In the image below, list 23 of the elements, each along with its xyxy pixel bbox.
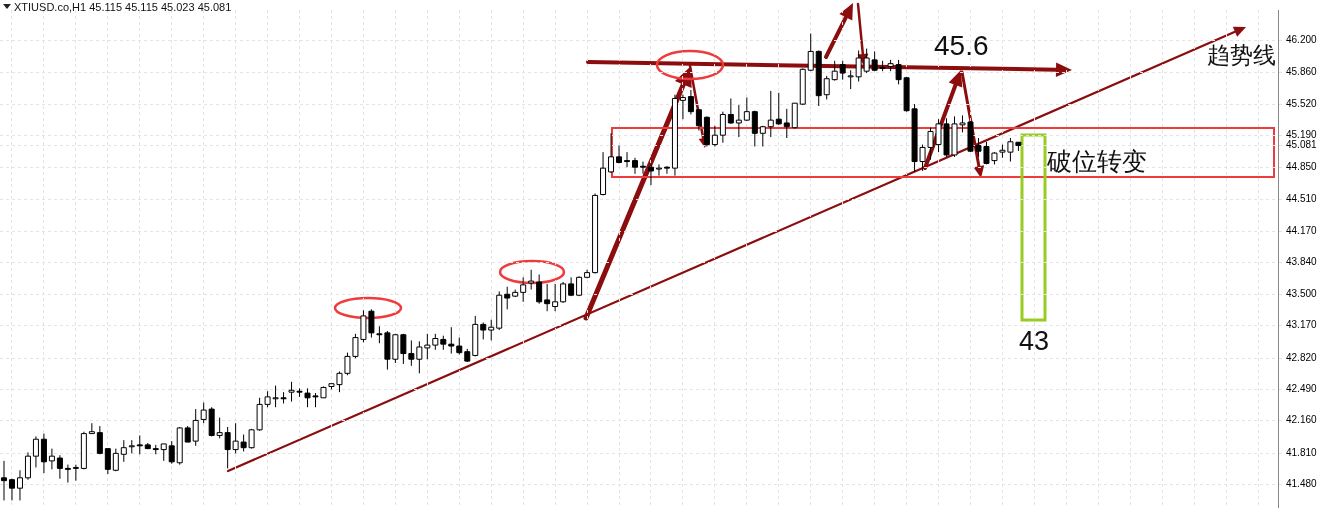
y-tick-label: 44.510 — [1286, 192, 1318, 204]
y-tick-label: 43.170 — [1286, 319, 1318, 331]
annotation: 45.6 — [934, 30, 989, 62]
y-tick-label: 45.520 — [1286, 97, 1318, 109]
candlestick — [8, 478, 15, 501]
y-tick-label: 42.160 — [1286, 414, 1318, 426]
y-tick-label: 44.850 — [1286, 160, 1318, 172]
y-tick-label: 45.860 — [1286, 65, 1318, 77]
y-tick-label: 42.820 — [1286, 352, 1318, 364]
annotation: 趋势线 — [1207, 41, 1276, 70]
y-tick-label: 45.190 — [1286, 128, 1318, 140]
y-tick-label: 41.480 — [1286, 478, 1318, 490]
chart-title: XTIUSD.co,H1 45.115 45.115 45.023 45.081 — [14, 1, 232, 13]
y-tick-label: 43.840 — [1286, 256, 1318, 268]
annotation: 43 — [1019, 326, 1050, 357]
y-tick-label: 41.810 — [1286, 447, 1318, 459]
y-tick-label: 44.170 — [1286, 224, 1318, 236]
y-tick-label: 45.081 — [1286, 139, 1318, 151]
y-tick-label: 46.200 — [1286, 33, 1318, 45]
y-tick-label: 42.490 — [1286, 383, 1318, 395]
annotation: 破位转变 — [1047, 146, 1147, 177]
candlestick — [632, 157, 639, 175]
y-tick-label: 43.500 — [1286, 288, 1318, 300]
